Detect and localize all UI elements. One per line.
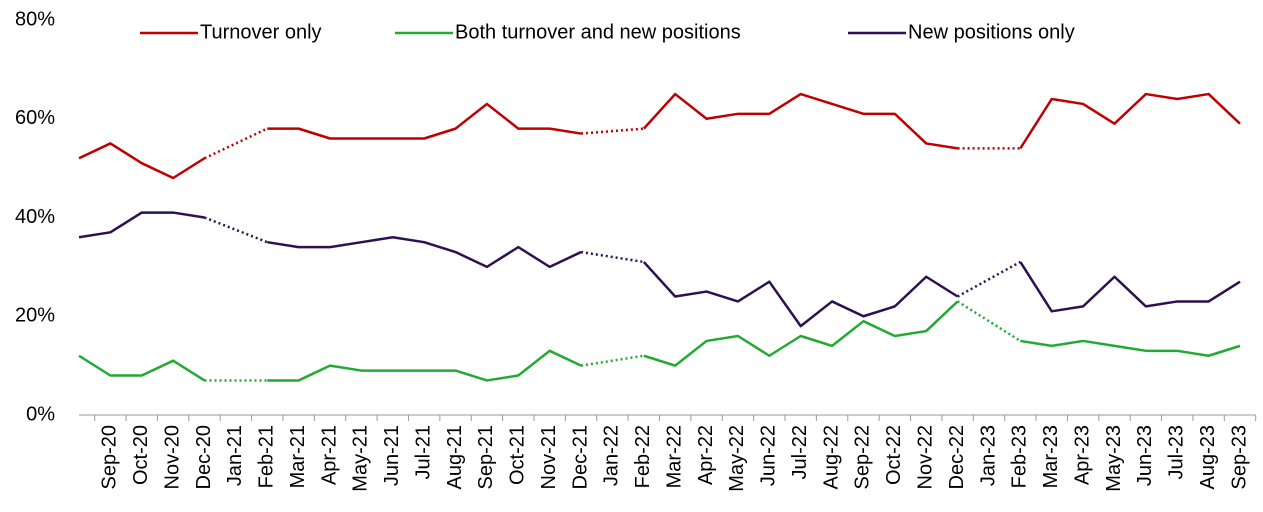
x-tick-label: Apr-23 — [1071, 425, 1093, 485]
gap-bridge — [956, 260, 1021, 298]
x-tick-label: Nov-21 — [538, 425, 560, 489]
gap-bridge — [203, 127, 268, 160]
series-line — [267, 349, 582, 382]
x-tick-label: Sep-23 — [1228, 425, 1250, 490]
x-tick-label: Jul-21 — [412, 425, 434, 479]
x-tick-label: May-22 — [726, 425, 748, 492]
series-line — [267, 236, 582, 269]
x-tick-label: Aug-23 — [1197, 425, 1219, 490]
x-tick-label: Jan-21 — [224, 425, 246, 486]
x-tick-label: Jan-22 — [601, 425, 623, 486]
x-tick-label: Jan-23 — [977, 425, 999, 486]
x-tick-label: Jun-21 — [381, 425, 403, 486]
y-tick-label: 80% — [15, 8, 55, 30]
x-tick-label: Jun-22 — [758, 425, 780, 486]
x-tick-label: Jul-23 — [1166, 425, 1188, 479]
gap-bridge — [204, 216, 268, 244]
x-tick-label: May-21 — [350, 425, 372, 492]
series-line — [642, 92, 958, 150]
x-tick-label: Aug-21 — [444, 425, 466, 490]
legend-label: Turnover only — [200, 21, 322, 43]
series-line — [1019, 92, 1241, 150]
x-tick-label: Jun-23 — [1134, 425, 1156, 486]
x-tick-label: Sep-21 — [475, 425, 497, 490]
x-tick-label: Dec-22 — [946, 425, 968, 489]
x-tick-label: Mar-21 — [287, 425, 309, 488]
x-tick-label: Sep-22 — [852, 425, 874, 490]
x-tick-label: Mar-22 — [663, 425, 685, 488]
x-tick-label: Nov-20 — [161, 425, 183, 489]
x-tick-label: Sep-20 — [99, 425, 121, 490]
x-tick-label: May-23 — [1103, 425, 1125, 492]
gap-bridge — [580, 127, 644, 135]
x-tick-label: Feb-23 — [1009, 425, 1031, 488]
x-tick-label: Feb-21 — [256, 425, 278, 488]
series-line — [1020, 339, 1241, 357]
x-tick-label: Dec-20 — [193, 425, 215, 489]
gap-bridge — [956, 300, 1022, 342]
legend-label: New positions only — [908, 21, 1075, 43]
x-tick-label: Apr-21 — [318, 425, 340, 485]
series-line — [642, 261, 959, 328]
x-tick-label: Nov-22 — [914, 425, 936, 489]
x-tick-label: Dec-21 — [569, 425, 591, 489]
series-line — [78, 211, 205, 239]
series-line — [78, 142, 206, 180]
series-line — [78, 354, 206, 382]
y-tick-label: 40% — [15, 206, 55, 228]
series-line — [267, 102, 582, 140]
x-tick-label: Mar-23 — [1040, 425, 1062, 488]
series-line — [1019, 261, 1241, 313]
y-tick-label: 60% — [15, 107, 55, 129]
series-line — [643, 300, 959, 367]
x-tick-label: Jul-22 — [789, 425, 811, 479]
x-tick-label: Oct-21 — [507, 425, 529, 485]
x-tick-label: Aug-22 — [820, 425, 842, 490]
x-tick-label: Feb-22 — [632, 425, 654, 488]
y-tick-label: 20% — [15, 305, 55, 327]
gap-bridge — [580, 354, 645, 367]
gap-bridge — [580, 250, 645, 264]
x-tick-label: Apr-22 — [695, 425, 717, 485]
legend-label: Both turnover and new positions — [455, 21, 741, 43]
x-tick-label: Oct-20 — [130, 425, 152, 485]
x-tick-label: Oct-22 — [883, 425, 905, 485]
y-tick-label: 0% — [26, 403, 55, 425]
